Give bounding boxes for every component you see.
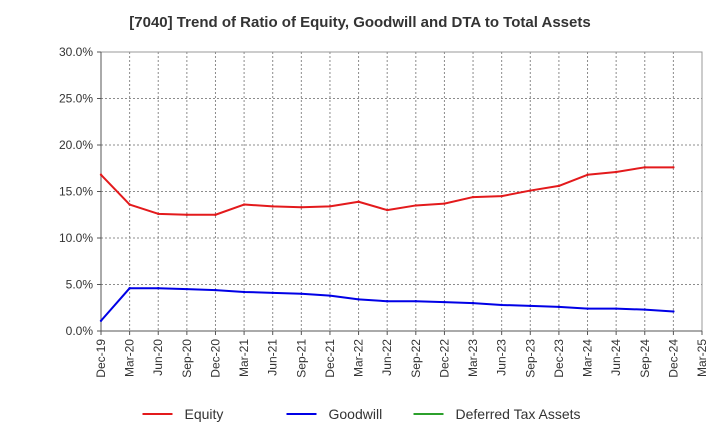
- legend-label-goodwill: Goodwill: [329, 406, 383, 422]
- data-point-goodwill: [271, 291, 274, 295]
- data-point-goodwill: [614, 307, 618, 310]
- x-tick-label: Mar-25: [695, 339, 709, 377]
- data-point-goodwill: [557, 305, 561, 309]
- x-tick-label: Mar-24: [581, 339, 595, 377]
- x-tick-label: Jun-22: [380, 339, 394, 376]
- data-point-equity: [471, 195, 475, 199]
- data-point-equity: [443, 202, 446, 205]
- data-point-equity: [328, 205, 332, 208]
- x-tick-label: Dec-19: [94, 339, 108, 378]
- data-point-equity: [185, 213, 189, 216]
- data-point-equity: [586, 173, 589, 176]
- data-point-goodwill: [471, 301, 475, 305]
- data-point-goodwill: [385, 300, 389, 303]
- axis-layer: 0.0% 5.0% 10.0% 15.0% 20.0% 25.0% 30.0% Dec-19 M…: [59, 45, 709, 378]
- chart-title: [7040] Trend of Ratio of Equity, Goodwil…: [129, 14, 591, 31]
- x-tick-label: Jun-23: [495, 339, 509, 376]
- x-tick-label: Sep-24: [638, 339, 652, 378]
- data-point-equity: [128, 203, 131, 206]
- series-layer: [99, 166, 675, 322]
- y-tick-label: 5.0%: [66, 278, 94, 292]
- x-tick-label: Jun-21: [266, 339, 280, 376]
- data-point-equity: [271, 205, 274, 208]
- x-tick-label: Mar-21: [237, 339, 251, 377]
- data-point-equity: [557, 184, 561, 188]
- legend-label-deferred-tax-assets: Deferred Tax Assets: [456, 406, 581, 422]
- y-tick-label: 25.0%: [59, 92, 93, 106]
- data-point-goodwill: [443, 300, 446, 304]
- data-point-goodwill: [414, 300, 418, 303]
- data-point-goodwill: [157, 287, 160, 290]
- data-point-equity: [242, 203, 246, 206]
- y-tick-label: 30.0%: [59, 45, 93, 59]
- data-point-goodwill: [300, 292, 303, 295]
- data-point-equity: [672, 166, 675, 169]
- data-point-equity: [385, 208, 389, 212]
- data-point-goodwill: [586, 307, 589, 310]
- x-tick-label: Jun-24: [609, 339, 623, 376]
- legend-label-equity: Equity: [185, 406, 224, 422]
- x-tick-label: Mar-23: [466, 339, 480, 377]
- data-point-equity: [300, 206, 303, 209]
- data-point-equity: [357, 200, 360, 203]
- x-tick-label: Jun-20: [151, 339, 165, 376]
- data-point-goodwill: [357, 298, 360, 301]
- x-tick-label: Dec-23: [552, 339, 566, 378]
- legend: Equity Goodwill Deferred Tax Assets: [142, 406, 581, 422]
- data-point-goodwill: [128, 287, 131, 290]
- x-tick-label: Dec-21: [323, 339, 337, 378]
- data-point-equity: [157, 212, 160, 216]
- data-point-equity: [614, 170, 618, 174]
- x-tick-label: Sep-23: [523, 339, 537, 378]
- x-tick-label: Sep-20: [180, 339, 194, 378]
- x-tick-label: Dec-20: [208, 339, 222, 378]
- data-point-equity: [99, 173, 103, 176]
- data-point-equity: [414, 204, 418, 207]
- y-tick-label: 20.0%: [59, 138, 93, 152]
- data-point-equity: [214, 213, 217, 216]
- x-tick-label: Sep-21: [294, 339, 308, 378]
- data-point-equity: [500, 194, 503, 198]
- x-tick-label: Dec-24: [666, 339, 680, 378]
- x-tick-label: Mar-22: [352, 339, 366, 377]
- data-point-equity: [529, 189, 532, 192]
- data-point-equity: [643, 166, 646, 169]
- data-point-goodwill: [672, 310, 675, 313]
- data-point-goodwill: [185, 287, 189, 291]
- data-point-goodwill: [529, 304, 532, 308]
- y-tick-label: 10.0%: [59, 231, 93, 245]
- data-point-goodwill: [214, 288, 217, 292]
- x-tick-label: Mar-20: [123, 339, 137, 377]
- x-tick-label: Sep-22: [409, 339, 423, 378]
- grid-layer: [100, 51, 703, 332]
- y-tick-label: 15.0%: [59, 185, 93, 199]
- y-tick-label: 0.0%: [66, 324, 94, 338]
- x-tick-label: Dec-22: [437, 339, 451, 378]
- data-point-goodwill: [643, 308, 646, 311]
- data-point-goodwill: [99, 319, 103, 322]
- data-point-goodwill: [500, 303, 503, 307]
- data-point-goodwill: [328, 294, 332, 297]
- data-point-goodwill: [242, 290, 246, 294]
